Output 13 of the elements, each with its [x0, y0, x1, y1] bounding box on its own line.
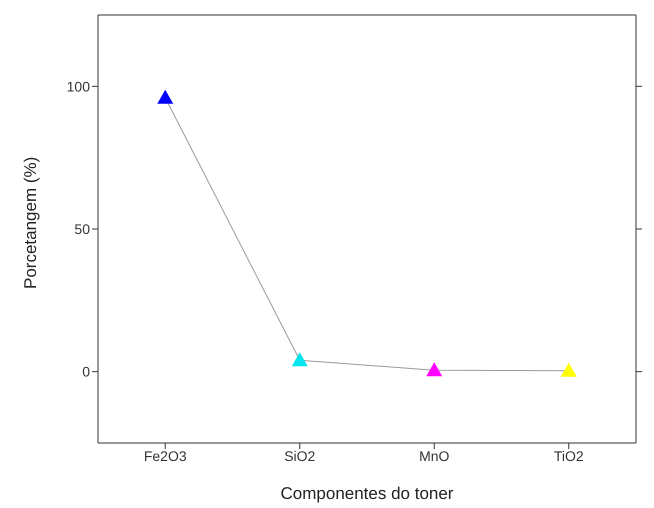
y-tick-label: 50 [74, 220, 90, 237]
x-tick-label: Fe2O3 [144, 448, 187, 464]
x-tick-label: SiO2 [284, 448, 316, 464]
y-tick-label: 0 [82, 364, 90, 380]
point [292, 352, 308, 366]
y-axis-title: Porcetangem (%) [21, 156, 40, 289]
x-tick-label: TiO2 [554, 448, 584, 464]
point [157, 90, 174, 104]
x-axis-title: Componentes do toner [280, 484, 454, 503]
point [426, 362, 442, 376]
y-tick-label: 100 [66, 78, 90, 94]
point [560, 362, 577, 377]
x-tick-label: MnO [419, 448, 450, 464]
